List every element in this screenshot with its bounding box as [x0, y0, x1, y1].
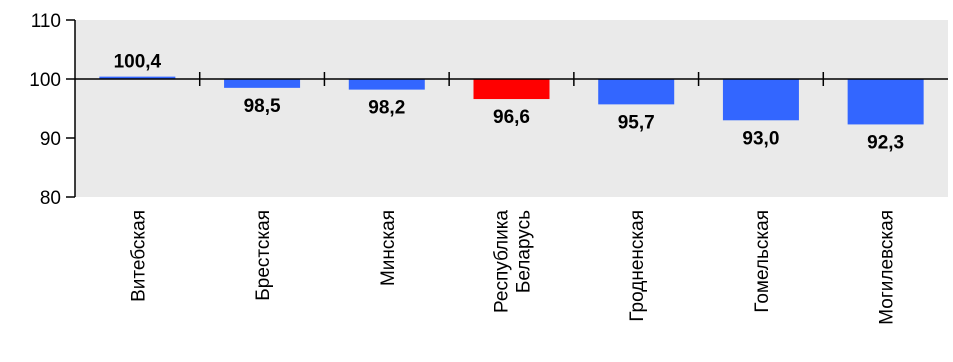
data-label: 95,7 — [618, 112, 655, 133]
category-labels: Витебская Брестская Минская Республика Белар… — [128, 210, 897, 325]
data-label: 96,6 — [493, 107, 530, 128]
data-labels: 100,4 98,5 98,2 96,6 95,7 93,0 92,3 — [114, 52, 905, 154]
data-label: 92,3 — [867, 132, 904, 153]
category-label: Гомельская — [752, 210, 773, 313]
category-label: Республика — [492, 210, 513, 313]
category-label: Минская — [378, 210, 399, 286]
y-tick-label: 90 — [40, 129, 61, 150]
y-tick-label: 80 — [40, 188, 61, 209]
bar — [224, 79, 301, 88]
plot-area — [75, 20, 948, 197]
category-label: Брестская — [253, 210, 274, 301]
bar — [473, 79, 550, 100]
y-tick-label: 100 — [29, 70, 61, 91]
y-axis: 80 90 100 110 — [29, 11, 76, 209]
category-label: Гродненская — [627, 210, 648, 322]
bar — [598, 79, 675, 105]
y-tick-label: 110 — [31, 11, 61, 32]
bar — [348, 79, 425, 90]
data-label: 93,0 — [742, 128, 779, 149]
bar — [99, 76, 176, 79]
category-label: Беларусь — [514, 210, 535, 293]
data-label: 100,4 — [114, 52, 162, 73]
baseline-axis — [75, 72, 948, 86]
bars — [99, 76, 924, 125]
data-label: 98,5 — [244, 96, 281, 117]
bar — [847, 79, 924, 125]
category-label: Витебская — [128, 210, 149, 302]
data-label: 98,2 — [368, 98, 405, 119]
category-label: Могилевская — [877, 210, 898, 325]
bar — [722, 79, 799, 121]
